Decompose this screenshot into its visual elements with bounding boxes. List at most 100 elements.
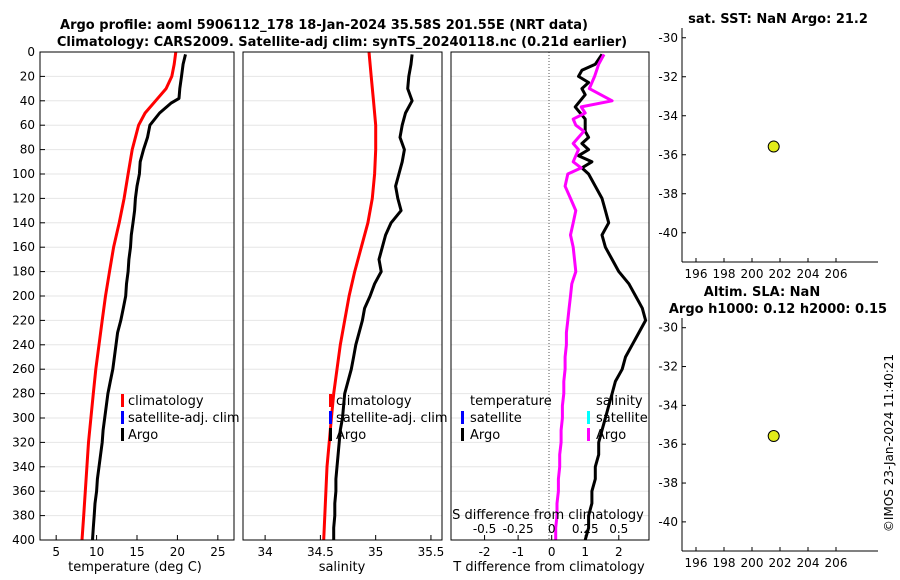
depth-tick-label: 220 (12, 313, 35, 327)
depth-tick-label: 200 (12, 289, 35, 303)
sla-map-xtick-label: 200 (741, 556, 764, 570)
sst-map-xtick-label: 198 (713, 267, 736, 281)
legend-label-argo: Argo (128, 428, 158, 443)
difference-xtick-label: 2 (615, 545, 623, 559)
sla-map-xtick-label: 196 (685, 556, 708, 570)
salinity-series-climatology (322, 51, 378, 541)
sla-map-xtick-label: 202 (769, 556, 792, 570)
sla-map-xtick-label: 198 (713, 556, 736, 570)
difference-panel: -2 -1 0 1 2 -0.5 -0.25 0 0.25 0.5 S difference f… (450, 51, 650, 575)
depth-tick-label: 40 (20, 94, 35, 108)
depth-tick-label: 360 (12, 484, 35, 498)
sla-map-xtick-label: 204 (797, 556, 820, 570)
sla-map-ytick-label: -38 (658, 476, 678, 490)
depth-tick-label: 280 (12, 387, 35, 401)
legend-swatch-argo (329, 428, 332, 441)
depth-tick-label: 320 (12, 435, 35, 449)
salinity-xtick-label: 34.5 (307, 545, 334, 559)
salinity-legend: climatology satellite-adj. clim Argo (329, 394, 448, 443)
legend-swatch-s-satellite (587, 411, 590, 424)
difference-legend-salinity: salinity satellite Argo (587, 394, 648, 443)
depth-tick-label: 60 (20, 118, 35, 132)
sst-map-ytick-label: -36 (658, 148, 678, 162)
legend-swatch-argo (121, 428, 124, 441)
temperature-panel: 5 10 15 20 25 0 20 40 60 80 100 120 140 160 180 200 220… (12, 45, 240, 575)
sla-map-title-1: Altim. SLA: NaN (704, 285, 820, 300)
legend-heading-temperature: temperature (470, 394, 552, 409)
temperature-xtick-label: 5 (52, 545, 60, 559)
sst-map-title: sat. SST: NaN Argo: 21.2 (688, 12, 868, 27)
legend-heading-salinity: salinity (596, 394, 643, 409)
temperature-xtick-label: 25 (210, 545, 225, 559)
salinity-xlabel: salinity (319, 560, 366, 575)
legend-swatch-s-argo (587, 428, 590, 441)
sst-map-ytick-label: -40 (658, 226, 678, 240)
legend-label-argo: Argo (336, 428, 366, 443)
sst-map-xtick-label: 204 (797, 267, 820, 281)
sla-map-ytick-label: -36 (658, 437, 678, 451)
sla-map-ytick-label: -30 (658, 321, 678, 335)
sst-map-ytick-label: -32 (658, 70, 678, 84)
depth-tick-label: 0 (27, 45, 35, 59)
legend-label-climatology: climatology (128, 394, 204, 409)
sst-map-ytick-label: -30 (658, 31, 678, 45)
sla-map-ytick-label: -40 (658, 515, 678, 529)
temperature-series-climatology (80, 51, 178, 541)
sst-map-profile-marker (767, 140, 780, 153)
sst-map-ytick-label: -34 (658, 109, 678, 123)
title-line-1: Argo profile: aoml 5906112_178 18-Jan-20… (60, 18, 588, 33)
depth-tick-label: 300 (12, 411, 35, 425)
legend-label-s-satellite: satellite (596, 411, 648, 426)
legend-swatch-satellite-adj (121, 411, 124, 424)
legend-swatch-climatology (121, 394, 124, 407)
salinity-axes-frame (242, 51, 443, 541)
legend-label-s-argo: Argo (596, 428, 626, 443)
difference-axes-frame (450, 51, 650, 541)
difference-legend-temperature: temperature satellite Argo (461, 394, 552, 443)
depth-tick-label: 140 (12, 216, 35, 230)
depth-tick-label: 260 (12, 362, 35, 376)
depth-tick-label: 100 (12, 167, 35, 181)
difference-series-s-difference-argo (554, 53, 614, 540)
legend-swatch-satellite-adj (329, 411, 332, 424)
difference-x2tick-label: 0.5 (609, 522, 628, 536)
sst-map-ytick-label: -38 (658, 187, 678, 201)
depth-tick-label: 380 (12, 509, 35, 523)
difference-xtick-label: -1 (512, 545, 524, 559)
legend-swatch-climatology (329, 394, 332, 407)
difference-x2tick-label: 0.25 (572, 522, 599, 536)
salinity-xtick-label: 35.5 (418, 545, 445, 559)
salinity-xtick-label: 35 (368, 545, 383, 559)
temperature-xtick-label: 15 (129, 545, 144, 559)
temperature-xlabel: temperature (deg C) (68, 560, 202, 575)
imos-timestamp: ©IMOS 23-Jan-2024 11:40:21 (882, 354, 896, 532)
depth-tick-label: 80 (20, 143, 35, 157)
sla-map-ytick-label: -34 (658, 398, 678, 412)
legend-swatch-t-argo (461, 428, 464, 441)
t-difference-xlabel: T difference from climatology (452, 560, 645, 575)
depth-tick-label: 20 (20, 69, 35, 83)
sla-map-panel: Altim. SLA: NaN Argo h1000: 0.12 h2000: … (658, 285, 887, 570)
legend-swatch-t-satellite (461, 411, 464, 424)
sst-map-panel: sat. SST: NaN Argo: 21.2 -30 -32 -34 -36 -38… (658, 12, 878, 281)
sla-map-ytick-label: -32 (658, 360, 678, 374)
difference-x2tick-label: -0.25 (503, 522, 534, 536)
salinity-xtick-label: 34 (257, 545, 272, 559)
sst-map-xtick-label: 196 (685, 267, 708, 281)
sla-map-profile-marker (767, 430, 780, 443)
difference-xtick-label: 1 (581, 545, 589, 559)
difference-x2tick-label: 0 (548, 522, 556, 536)
sst-map-xtick-label: 200 (741, 267, 764, 281)
sst-map-xtick-label: 206 (825, 267, 848, 281)
legend-label-satellite-adj: satellite-adj. clim (128, 411, 240, 426)
legend-label-climatology: climatology (336, 394, 412, 409)
legend-label-t-argo: Argo (470, 428, 500, 443)
depth-tick-label: 400 (12, 533, 35, 547)
salinity-panel: 34 34.5 35 35.5 salinity climatology satell… (242, 51, 448, 575)
temperature-xtick-label: 20 (170, 545, 185, 559)
legend-label-satellite-adj: satellite-adj. clim (336, 411, 448, 426)
sla-map-title-2: Argo h1000: 0.12 h2000: 0.15 (669, 302, 887, 317)
s-difference-xlabel: S difference from climatology (452, 508, 644, 523)
difference-xtick-label: 0 (548, 545, 556, 559)
